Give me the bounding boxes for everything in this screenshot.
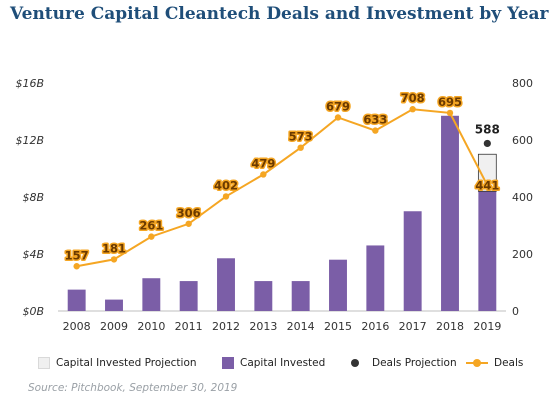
- x-axis-tick-label: 2018: [436, 320, 464, 333]
- legend-swatch-capital-projection: [38, 357, 50, 369]
- capital-bar: [478, 191, 497, 311]
- left-axis-tick-label: $12B: [15, 134, 44, 147]
- x-axis-tick-label: 2019: [473, 320, 501, 333]
- legend-label: Capital Invested Projection: [56, 357, 197, 369]
- deals-data-label: 441: [475, 178, 499, 192]
- deals-point: [446, 109, 454, 117]
- legend-label: Deals Projection: [372, 357, 457, 369]
- right-axis-tick-label: 0: [512, 305, 519, 318]
- x-axis-tick-label: 2017: [399, 320, 427, 333]
- bars-layer: [67, 115, 497, 312]
- capital-bar: [403, 211, 422, 311]
- capital-bar: [179, 281, 198, 311]
- left-axis-tick-label: $16B: [15, 77, 44, 90]
- deals-data-label: 573: [289, 130, 313, 144]
- legend-label: Deals: [494, 357, 524, 369]
- chart-svg: $0B $4B $8B $12B $16B 0 200 400 600 800 2008 2009 20…: [15, 77, 533, 333]
- legend: Capital Invested Projection Capital Inve…: [38, 355, 548, 375]
- legend-swatch-deals-projection: [344, 357, 366, 369]
- deals-point: [110, 256, 118, 263]
- deals-point: [409, 106, 416, 113]
- deals-point: [222, 193, 230, 200]
- deals-point: [297, 144, 304, 151]
- capital-bar: [254, 281, 273, 311]
- legend-item-deals: Deals: [466, 357, 523, 369]
- capital-bar: [291, 281, 310, 311]
- deals-data-label: 181: [102, 241, 126, 255]
- right-axis-tick-label: 200: [512, 248, 533, 261]
- left-axis-tick-label: $8B: [22, 191, 44, 204]
- deals-data-label: 479: [251, 156, 275, 170]
- x-axis-tick-label: 2011: [175, 320, 203, 333]
- legend-item-capital: Capital Invested: [222, 357, 325, 369]
- legend-item-deals-projection: Deals Projection: [344, 357, 457, 369]
- deals-point: [334, 114, 342, 121]
- capital-projection-bar: [477, 153, 497, 192]
- deals-point: [484, 182, 491, 189]
- deals-data-label: 679: [326, 99, 350, 113]
- deals-data-label: 695: [438, 95, 462, 109]
- capital-bar: [105, 299, 123, 311]
- deals-projection-point: [483, 139, 491, 148]
- x-axis-tick-label: 2010: [137, 320, 165, 333]
- right-axis-tick-label: 800: [512, 77, 533, 90]
- deals-line-layer: [73, 106, 491, 270]
- x-axis-tick-label: 2008: [63, 320, 91, 333]
- left-axis-tick-label: $0B: [22, 305, 44, 318]
- capital-bar: [142, 278, 161, 311]
- source-note: Source: Pitchbook, September 30, 2019: [28, 382, 238, 394]
- chart-title: Venture Capital Cleantech Deals and Inve…: [10, 4, 549, 24]
- x-axis-tick-label: 2012: [212, 320, 240, 333]
- data-labels-layer: 588 157 181 261 306 402 479 573 679 633 708 695 441: [63, 90, 501, 264]
- capital-bar: [366, 245, 385, 311]
- x-axis-tick-label: 2014: [287, 320, 315, 333]
- deals-data-label: 708: [401, 91, 425, 105]
- legend-swatch-capital: [222, 357, 234, 369]
- deals-data-label: 157: [65, 248, 89, 262]
- legend-swatch-deals: [466, 357, 488, 369]
- capital-bar: [217, 258, 235, 311]
- deals-data-label: 306: [177, 206, 201, 220]
- deals-line: [76, 108, 489, 268]
- deals-point: [185, 220, 192, 227]
- deals-data-label: 633: [363, 113, 387, 127]
- legend-label: Capital Invested: [240, 357, 326, 369]
- deals-point: [372, 127, 379, 134]
- axes-layer: $0B $4B $8B $12B $16B 0 200 400 600 800 2008 2009 20…: [15, 77, 533, 333]
- legend-item-capital-projection: Capital Invested Projection: [38, 357, 197, 369]
- deals-projection-label: 588: [475, 122, 500, 136]
- x-axis-tick-label: 2016: [361, 320, 389, 333]
- deals-data-label: 261: [139, 219, 163, 233]
- deals-point: [260, 171, 267, 178]
- deals-point: [73, 263, 80, 270]
- x-axis-tick-label: 2013: [249, 320, 277, 333]
- right-axis-tick-label: 400: [512, 191, 533, 204]
- left-axis-tick-label: $4B: [22, 248, 44, 261]
- x-axis-tick-label: 2015: [324, 320, 352, 333]
- deals-point: [148, 233, 155, 240]
- capital-bar: [329, 259, 347, 311]
- x-axis-tick-label: 2009: [100, 320, 128, 333]
- deals-data-label: 402: [214, 178, 238, 192]
- right-axis-tick-label: 600: [512, 134, 533, 147]
- capital-bar: [441, 115, 459, 312]
- capital-bar: [67, 289, 86, 311]
